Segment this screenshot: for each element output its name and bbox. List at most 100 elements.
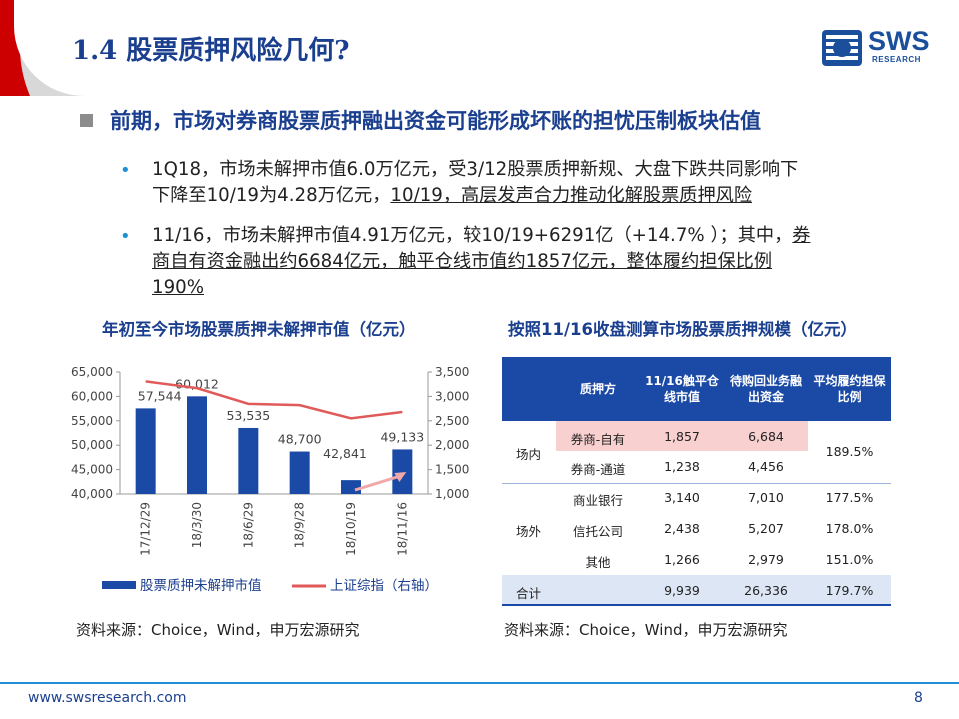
bullet-2-line-2: 商自有资金融出约6684亿元，触平仓线市值约1857亿元，整体履约担保比例 bbox=[152, 251, 773, 272]
bar-18/10/19 bbox=[341, 480, 361, 494]
bar-data-label: 48,700 bbox=[278, 432, 322, 447]
table-header bbox=[502, 357, 891, 421]
logo-sub: RESEARCH bbox=[872, 55, 921, 64]
table-cell: 4,456 bbox=[748, 459, 784, 474]
table-cell: 151.0% bbox=[825, 552, 874, 567]
legend-label-line: 上证综指（右轴） bbox=[330, 578, 438, 594]
square-bullet-icon bbox=[80, 114, 93, 127]
bullet-dot-icon: • bbox=[120, 226, 131, 247]
header-card bbox=[14, 0, 959, 96]
headline: 前期，市场对券商股票质押融出资金可能形成坏账的担忧压制板块估值 bbox=[110, 109, 761, 133]
bar-18/3/30 bbox=[187, 396, 207, 494]
bar-18/6/29 bbox=[238, 427, 259, 494]
table-header-trigger-line-1: 11/16触平仓 bbox=[645, 374, 719, 388]
right-tick-label: 3,000 bbox=[435, 389, 469, 403]
table-header-funds-line-2: 出资金 bbox=[747, 390, 784, 404]
table-cell: 券商-通道 bbox=[570, 462, 626, 477]
increase-arrowhead-icon bbox=[394, 472, 407, 482]
bar-18/9/28 bbox=[289, 451, 310, 494]
table-cell: 信托公司 bbox=[572, 524, 623, 539]
group-onexchange: 场内 bbox=[516, 447, 542, 462]
table-header-funds-line-1: 待购回业务融 bbox=[729, 374, 802, 388]
x-tick-label: 17/12/29 bbox=[139, 502, 153, 556]
right-tick-label: 1,000 bbox=[435, 487, 469, 501]
x-tick-label: 18/11/16 bbox=[395, 502, 409, 556]
x-tick-label: 18/3/30 bbox=[190, 502, 204, 548]
x-tick-label: 18/6/29 bbox=[241, 502, 255, 548]
table-header-trigger: 11/16触平仓 线市值 bbox=[640, 373, 724, 405]
table-header-party: 质押方 bbox=[579, 382, 616, 396]
table-header-ratio: 平均履约担保 比例 bbox=[808, 373, 891, 405]
increase-arrow-icon bbox=[354, 474, 401, 492]
table-cell: 商业银行 bbox=[572, 493, 623, 508]
left-tick-label: 50,000 bbox=[71, 438, 113, 452]
sws-logo-icon bbox=[822, 30, 862, 66]
bullet-1: 1Q18，市场未解押市值6.0万亿元，受3/12股票质押新规、大盘下跌共同影响下… bbox=[152, 157, 922, 209]
table-cell: 178.0% bbox=[825, 521, 874, 536]
table-total-ratio: 179.7% bbox=[825, 583, 874, 598]
bullet-1-line-1: 1Q18，市场未解押市值6.0万亿元，受3/12股票质押新规、大盘下跌共同影响下 bbox=[152, 159, 799, 180]
table-total-label: 合计 bbox=[516, 586, 542, 601]
bullet-1-underlined: 10/19，高层发声合力推动化解股票质押风险 bbox=[390, 185, 753, 206]
table-header-funds: 待购回业务融 出资金 bbox=[724, 373, 808, 405]
table-cell: 其他 bbox=[585, 555, 611, 570]
index-line bbox=[145, 380, 403, 420]
table-cell: 1,266 bbox=[664, 552, 700, 567]
chart-source: 资料来源：Choice，Wind，申万宏源研究 bbox=[76, 621, 360, 639]
table-cell: 2,979 bbox=[748, 552, 784, 567]
pledge-market-value-chart: 40,000 45,000 50,000 55,000 60,000 65,000 1,00… bbox=[71, 365, 469, 594]
bullet-2-line-3: 190% bbox=[152, 277, 204, 298]
table-total-funds: 26,336 bbox=[744, 583, 788, 598]
left-chart-title: 年初至今市场股票质押未解押市值（亿元） bbox=[102, 320, 416, 339]
page-number: 8 bbox=[914, 690, 923, 706]
table-cell: 1,238 bbox=[664, 459, 700, 474]
left-tick-label: 40,000 bbox=[71, 487, 113, 501]
sws-logo: SWS RESEARCH bbox=[820, 24, 940, 72]
table-source: 资料来源：Choice，Wind，申万宏源研究 bbox=[504, 621, 788, 639]
table-cell-ratio-onexchange: 189.5% bbox=[825, 444, 874, 459]
logo-word: SWS bbox=[868, 26, 930, 56]
highlight-broker-own bbox=[556, 421, 808, 451]
right-table-title: 按照11/16收盘测算市场股票质押规模（亿元） bbox=[508, 320, 857, 339]
left-tick-label: 65,000 bbox=[71, 365, 113, 379]
table-header-ratio-line-1: 平均履约担保 bbox=[813, 374, 886, 388]
right-tick-label: 3,500 bbox=[435, 365, 469, 379]
bar-data-label: 53,535 bbox=[226, 408, 270, 423]
legend-swatch-bar bbox=[102, 581, 136, 589]
table-bottom-border bbox=[502, 604, 891, 606]
bullet-2: 11/16，市场未解押市值4.91万亿元，较10/19+6291亿（+14.7%… bbox=[152, 223, 922, 301]
table-total-row bbox=[502, 575, 891, 605]
bar-18/11/16 bbox=[392, 449, 413, 494]
right-tick-label: 2,000 bbox=[435, 438, 469, 452]
bar-17/12/29 bbox=[135, 408, 156, 494]
x-tick-label: 18/10/19 bbox=[344, 502, 358, 556]
bullet-dot-icon: • bbox=[120, 160, 131, 181]
bullet-2-text: 11/16，市场未解押市值4.91万亿元，较10/19+6291亿（+14.7%… bbox=[152, 225, 793, 246]
left-tick-label: 45,000 bbox=[71, 463, 113, 477]
table-header-ratio-line-2: 比例 bbox=[837, 390, 862, 404]
footer-url: www.swsresearch.com bbox=[28, 690, 187, 706]
left-tick-label: 55,000 bbox=[71, 414, 113, 428]
table-cell: 7,010 bbox=[748, 490, 784, 505]
page-title: 1.4 股票质押风险几何? bbox=[72, 36, 350, 66]
group-offexchange: 场外 bbox=[516, 524, 542, 539]
table-cell: 2,438 bbox=[664, 521, 700, 536]
table-cell: 券商-自有 bbox=[570, 432, 626, 447]
left-tick-label: 60,000 bbox=[71, 389, 113, 403]
bar-data-label: 57,544 bbox=[138, 388, 182, 403]
bar-data-label: 42,841 bbox=[323, 446, 367, 461]
x-tick-label: 18/9/28 bbox=[293, 502, 307, 548]
right-tick-label: 2,500 bbox=[435, 414, 469, 428]
table-cell: 6,684 bbox=[748, 429, 784, 444]
bullet-1-text: 下降至10/19为4.28万亿元， bbox=[152, 185, 391, 206]
right-tick-label: 1,500 bbox=[435, 463, 469, 477]
legend-label-bar: 股票质押未解押市值 bbox=[140, 577, 262, 594]
bar-data-label: 49,133 bbox=[380, 429, 424, 444]
table-cell: 1,857 bbox=[664, 429, 700, 444]
table-cell: 177.5% bbox=[825, 490, 874, 505]
table-total-trigger: 9,939 bbox=[664, 583, 700, 598]
table-header-trigger-line-2: 线市值 bbox=[663, 390, 700, 404]
bullet-1-line-2: 下降至10/19为4.28万亿元，10/19，高层发声合力推动化解股票质押风险 bbox=[152, 183, 922, 209]
table-cell: 5,207 bbox=[748, 521, 784, 536]
footer-divider bbox=[0, 682, 959, 684]
